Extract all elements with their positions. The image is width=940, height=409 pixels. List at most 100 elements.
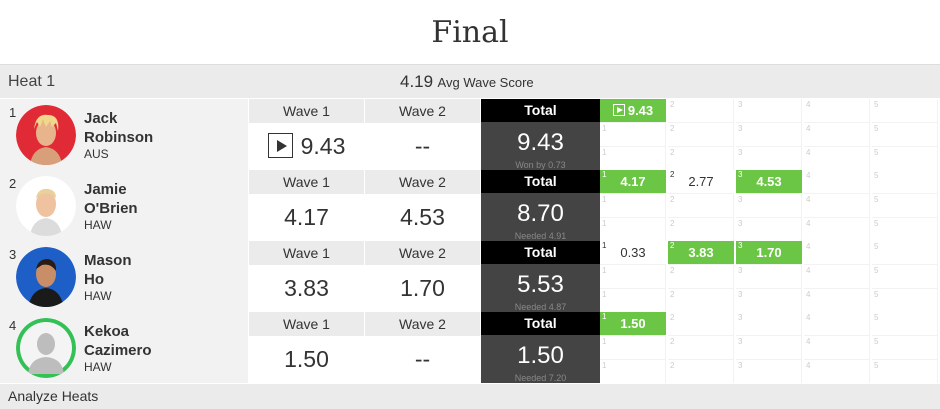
wave-grid-number: 3 <box>738 219 743 228</box>
wave2-label: Wave 2 <box>365 170 480 194</box>
athlete-country: HAW <box>84 360 112 374</box>
wave-grid-number: 5 <box>874 100 879 109</box>
wave-grid-number: 4 <box>806 171 811 180</box>
wave-grid-number: 2 <box>670 337 675 346</box>
wave-grid-number: 2 <box>670 361 675 370</box>
athlete-country: AUS <box>84 147 109 161</box>
wave-grid-cell: 2 <box>668 147 734 171</box>
wave-chip-score: 1.50 <box>620 316 646 331</box>
athlete-country: HAW <box>84 218 112 232</box>
wave-grid-number: 2 <box>670 100 675 109</box>
wave-grid-number: 5 <box>874 195 879 204</box>
wave-grid-cell: 2 <box>668 218 734 242</box>
athlete-name[interactable]: Mason Ho <box>84 252 132 288</box>
athlete-avatar <box>16 176 76 236</box>
wave-grid-cell: 3 <box>736 147 802 171</box>
wave-grid-number: 3 <box>738 313 743 322</box>
wave-grid-cell: 3 <box>736 123 802 147</box>
total-column: Total 9.43 Won by 0.73 <box>481 99 600 170</box>
wave1-column: Wave 1 4.17 <box>249 170 364 241</box>
wave-number: 3 <box>738 170 743 179</box>
wave-grid-number: 5 <box>874 313 879 322</box>
wave-number: 1 <box>602 170 607 179</box>
wave-score-chip[interactable]: 3 4.53 <box>736 170 802 193</box>
wave-chip-score: 9.43 <box>627 103 654 118</box>
avg-wave-score-value: 4.19 <box>400 72 434 91</box>
total-label: Total <box>481 99 600 122</box>
wave-grid-number: 2 <box>670 148 675 157</box>
wave-grid-cell: 2 <box>668 99 734 123</box>
wave-grid-number: 1 <box>602 195 607 204</box>
wave2-column: Wave 2 4.53 <box>365 170 480 241</box>
wave-grid-number: 2 <box>670 290 675 299</box>
wave-grid-number: 1 <box>602 266 607 275</box>
wave-grid: 1 2 3 4 5 1 2 3 4 5 1 2 3 4 5 11.50 <box>600 312 940 384</box>
athlete-cell[interactable]: 3 Mason Ho HAW <box>0 241 248 312</box>
wave-score-chip[interactable]: 1 1.50 <box>600 312 666 335</box>
wave-score-chip[interactable]: 1 4.17 <box>600 170 666 193</box>
wave-grid-cell: 1 <box>600 289 666 313</box>
wave-grid-cell: 4 <box>804 336 870 360</box>
wave-grid-number: 1 <box>602 361 607 370</box>
wave1-column: Wave 1 1.50 <box>249 312 364 383</box>
wave1-column: Wave 1 9.43 <box>249 99 364 170</box>
wave-grid-number: 3 <box>738 148 743 157</box>
wave-score-chip[interactable]: 1 0.33 <box>600 241 666 264</box>
wave-grid-cell: 2 <box>668 336 734 360</box>
athlete-row[interactable]: 4 Kekoa Cazimero HAW Wave 1 1.50 Wave 2 -- Total… <box>0 312 940 384</box>
wave1-cell: 4.17 <box>249 194 364 241</box>
athlete-place: 2 <box>9 176 17 191</box>
wave-grid-cell: 4 <box>804 218 870 242</box>
athlete-cell[interactable]: 2 Jamie O'Brien HAW <box>0 170 248 241</box>
wave-grid-cell: 5 <box>872 170 938 194</box>
wave1-column: Wave 1 3.83 <box>249 241 364 312</box>
wave-grid-cell: 5 <box>872 99 938 123</box>
wave2-score: 1.70 <box>365 265 480 312</box>
athlete-row[interactable]: 3 Mason Ho HAW Wave 1 3.83 Wave 2 1.70 Total 5.53… <box>0 241 940 313</box>
wave-grid-cell: 1 <box>600 360 666 384</box>
wave-grid-cell: 4 <box>804 194 870 218</box>
wave-number: 2 <box>670 170 675 179</box>
wave2-column: Wave 2 -- <box>365 99 480 170</box>
wave-grid-number: 3 <box>738 337 743 346</box>
avg-wave-score: 4.19 Avg Wave Score <box>400 65 534 100</box>
wave1-label: Wave 1 <box>249 170 364 194</box>
wave-grid-cell: 1 <box>600 123 666 147</box>
total-score: 5.53 <box>517 271 564 298</box>
athlete-row[interactable]: 2 Jamie O'Brien HAW Wave 1 4.17 Wave 2 4.53 Tota… <box>0 170 940 242</box>
wave-grid-number: 4 <box>806 124 811 133</box>
wave-score-chip[interactable]: 9.43 <box>600 99 666 122</box>
wave-grid-number: 4 <box>806 337 811 346</box>
analyze-heats-bar[interactable]: Analyze Heats <box>0 384 940 409</box>
wave-grid-cell: 3 <box>736 336 802 360</box>
analyze-heats-link[interactable]: Analyze Heats <box>8 388 99 404</box>
wave2-column: Wave 2 1.70 <box>365 241 480 312</box>
wave1-score: 1.50 <box>284 346 329 372</box>
avg-wave-score-label: Avg Wave Score <box>437 75 534 90</box>
athlete-cell[interactable]: 1 Jack Robinson AUS <box>0 99 248 170</box>
wave-grid-number: 5 <box>874 361 879 370</box>
wave2-score: -- <box>365 123 480 170</box>
play-wave-button[interactable] <box>267 133 293 159</box>
wave-grid-cell: 4 <box>804 241 870 265</box>
wave-grid: 1234512345123459.43 <box>600 99 940 171</box>
athlete-name[interactable]: Jack Robinson <box>84 110 154 146</box>
athlete-avatar <box>16 247 76 307</box>
total-column: Total 5.53 Needed 4.87 <box>481 241 600 312</box>
wave-grid-number: 5 <box>874 124 879 133</box>
wave-score-chip[interactable]: 3 1.70 <box>736 241 802 264</box>
athlete-row[interactable]: 1 Jack Robinson AUS Wave 1 9.43 Wave 2 -- Total 9… <box>0 99 940 171</box>
wave-score-chip[interactable]: 2 2.77 <box>668 170 734 193</box>
athlete-place: 4 <box>9 318 17 333</box>
athlete-cell[interactable]: 4 Kekoa Cazimero HAW <box>0 312 248 383</box>
wave-grid-cell: 4 <box>804 312 870 336</box>
wave-grid-cell: 2 <box>668 360 734 384</box>
athlete-name[interactable]: Kekoa Cazimero <box>84 323 152 359</box>
wave-score-chip[interactable]: 2 3.83 <box>668 241 734 264</box>
athlete-name[interactable]: Jamie O'Brien <box>84 181 138 217</box>
play-icon[interactable] <box>612 104 625 116</box>
wave1-score: 4.17 <box>284 204 329 230</box>
wave-grid-number: 2 <box>670 219 675 228</box>
wave-grid-cell: 3 <box>736 218 802 242</box>
